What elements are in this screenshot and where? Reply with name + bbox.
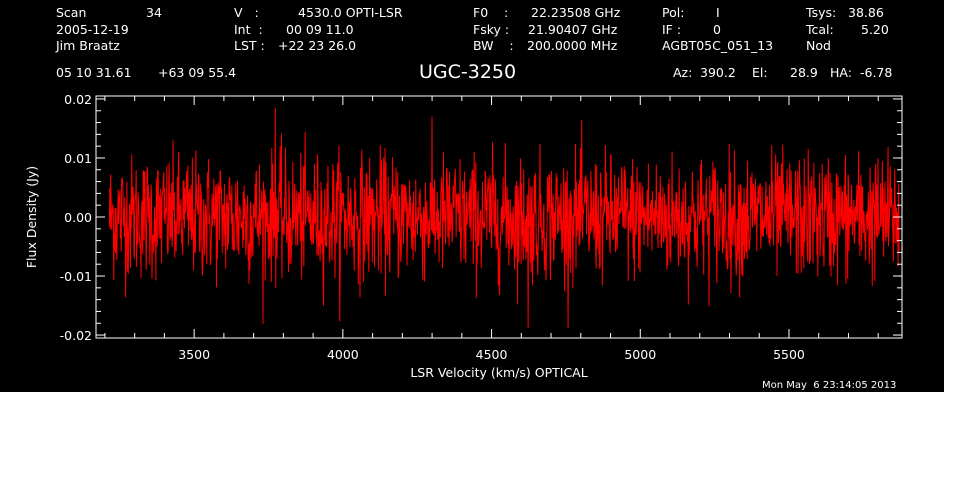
if-value: 0 [713,22,721,37]
x-tick-label: 5500 [773,347,805,362]
x-tick-label: 5000 [624,347,656,362]
lst-value: +22 23 26.0 [278,38,357,53]
observation-date: 2005-12-19 [56,22,129,37]
declination: +63 09 55.4 [158,65,237,80]
y-axis-ticks: -0.02 -0.01 0.00 0.01 0.02 [60,92,902,343]
azimuth-value: 390.2 [700,65,736,80]
bandwidth-label: BW : [473,38,514,53]
pol-value: I [716,5,720,20]
tsys-value: 38.86 [848,5,884,20]
tsys-label: Tsys: [806,5,837,20]
bandwidth-value: 200.0000 MHz [527,38,618,53]
lst-label: LST : [234,38,265,53]
plot-timestamp: Mon May 6 23:14:05 2013 [762,380,897,391]
observer-name: Jim Braatz [56,38,120,53]
y-tick-label: 0.01 [64,151,92,166]
x-axis-ticks: 3500 4000 4500 5000 5500 [104,96,879,362]
scan-number: 34 [146,5,162,20]
tcal-value: 5.20 [861,22,889,37]
fsky-value: 21.90407 GHz [528,22,618,37]
integration-label: Int : [234,22,263,37]
f0-label: F0 : [473,5,509,20]
hour-angle-label: HA: [830,65,852,80]
x-axis-label: LSR Velocity (km/s) OPTICAL [410,365,587,380]
x-tick-label: 4500 [476,347,508,362]
f0-value: 22.23508 GHz [531,5,621,20]
scan-label: Scan [56,5,87,20]
spectrum-chart: 3500 4000 4500 5000 5500 -0.02 -0.01 0.00 0.01 0… [24,92,903,380]
hour-angle-value: -6.78 [860,65,893,80]
integration-value: 00 09 11.0 [286,22,354,37]
y-tick-label: -0.01 [60,269,92,284]
spectrum-line [108,107,900,328]
tcal-label: Tcal: [806,22,834,37]
y-axis-label: Flux Density (Jy) [24,166,39,268]
elevation-value: 28.9 [790,65,818,80]
fsky-label: Fsky : [473,22,510,37]
elevation-label: El: [752,65,768,80]
y-tick-label: 0.00 [64,210,92,225]
y-tick-label: -0.02 [60,328,92,343]
spectrum-trace-layer [108,107,900,328]
project-id: AGBT05C_051_13 [662,38,774,53]
velocity-value: 4530.0 OPTI-LSR [298,5,403,20]
source-name: UGC-3250 [419,61,517,83]
procedure-name: Nod [806,38,831,53]
y-tick-label: 0.02 [64,92,92,107]
right-ascension: 05 10 31.61 [56,65,132,80]
velocity-label: V : [234,5,259,20]
if-label: IF : [662,22,682,37]
x-tick-label: 4000 [327,347,359,362]
pol-label: Pol: [662,5,685,20]
azimuth-label: Az: [673,65,693,80]
x-tick-label: 3500 [178,347,210,362]
